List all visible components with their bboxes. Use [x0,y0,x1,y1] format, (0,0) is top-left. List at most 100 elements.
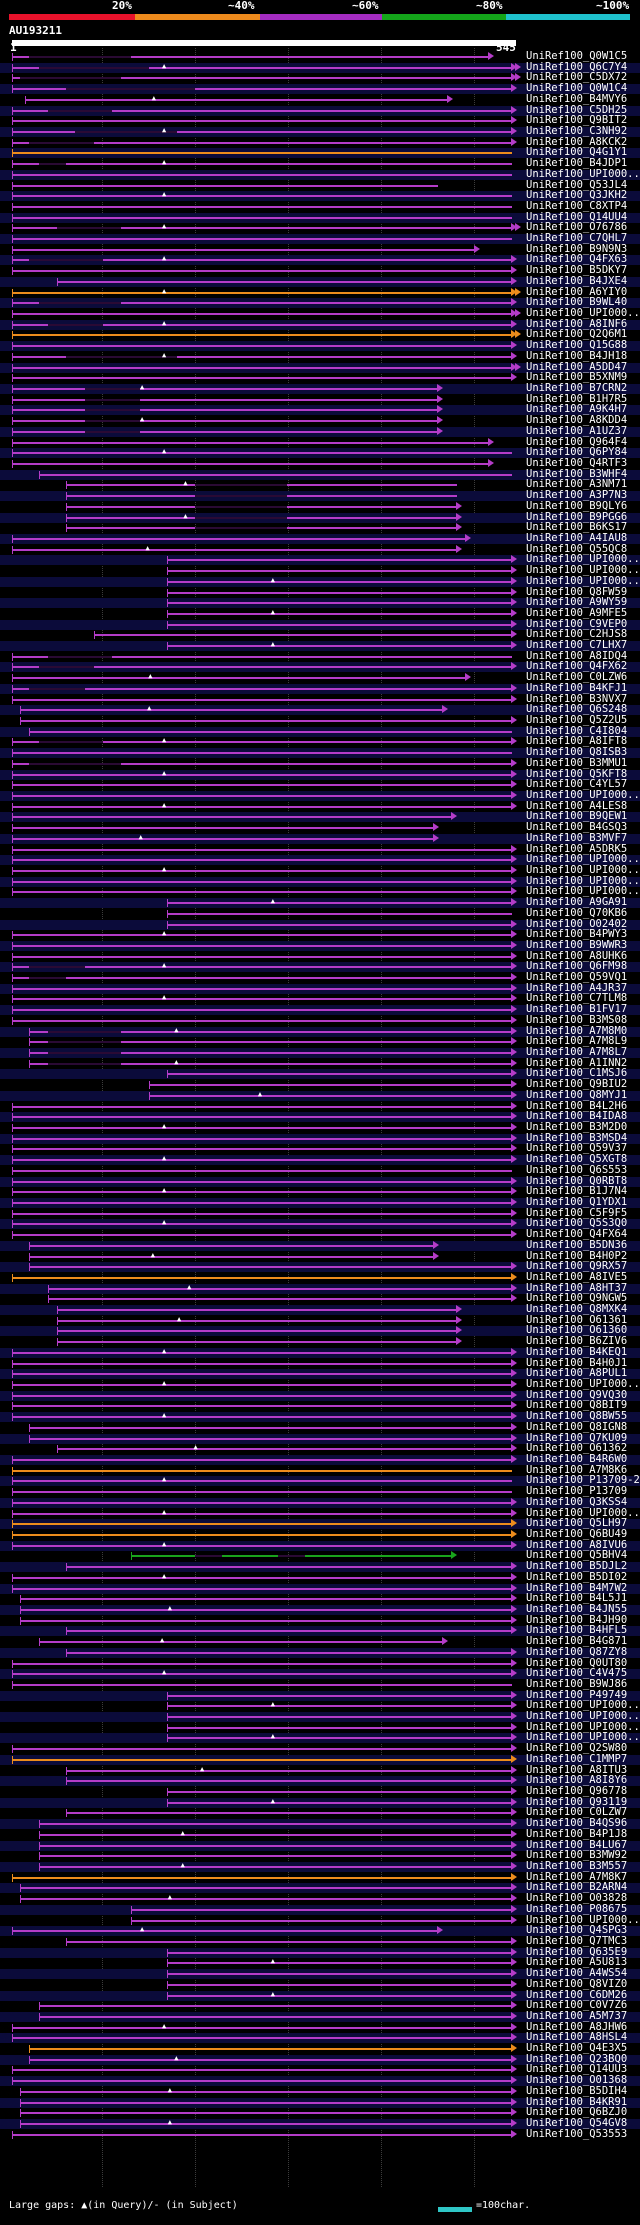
hit-label[interactable]: UniRef100_C8XTP4 [526,200,628,212]
hit-bar[interactable] [12,1191,512,1193]
hit-bar[interactable] [12,1416,512,1418]
hit-label[interactable]: UniRef100_A8IFT8 [526,735,628,747]
hit-label[interactable]: UniRef100_Q635E9 [526,1946,628,1958]
hit-label[interactable]: UniRef100_Q2SW80 [526,1742,628,1754]
hit-label[interactable]: UniRef100_Q8ISB3 [526,746,628,758]
hit-bar[interactable] [29,1063,512,1065]
hit-label[interactable]: UniRef100_B9N9N3 [526,243,628,255]
hit-bar[interactable] [167,645,512,647]
hit-bar[interactable] [29,1427,512,1429]
hit-label[interactable]: UniRef100_Q4SPG3 [526,1924,628,1936]
hit-label[interactable]: UniRef100_B3M557 [526,1860,628,1872]
hit-bar[interactable] [167,1984,512,1986]
hit-bar[interactable] [12,356,512,358]
hit-bar[interactable] [57,1330,457,1332]
hit-label[interactable]: UniRef100_B4MVY6 [526,93,628,105]
hit-bar[interactable] [12,870,512,872]
hit-bar[interactable] [167,613,512,615]
hit-label[interactable]: UniRef100_A9MFE5 [526,607,628,619]
hit-label[interactable]: UniRef100_UPI000... [526,1731,640,1743]
hit-label[interactable]: UniRef100_UPI000... [526,885,640,897]
hit-bar[interactable] [29,2059,512,2061]
hit-label[interactable]: UniRef100_Q4FX64 [526,1228,628,1240]
hit-label[interactable]: UniRef100_Q23BQ0 [526,2053,628,2065]
hit-bar[interactable] [57,1309,457,1311]
hit-bar[interactable] [12,1663,512,1665]
hit-label[interactable]: UniRef100_Q5XGT8 [526,1153,628,1165]
hit-label[interactable]: UniRef100_Q0UT80 [526,1657,628,1669]
hit-label[interactable]: UniRef100_B9PGG6 [526,511,628,523]
hit-label[interactable]: UniRef100_UPI000... [526,1710,640,1722]
hit-bar[interactable] [148,1095,512,1097]
hit-label[interactable]: UniRef100_Q8VIZ0 [526,1978,628,1990]
hit-bar[interactable] [12,442,490,444]
hit-bar[interactable] [167,559,512,561]
hit-label[interactable]: UniRef100_B4GSQ3 [526,821,628,833]
hit-label[interactable]: UniRef100_C9VEP0 [526,618,628,630]
hit-bar[interactable] [38,1823,512,1825]
hit-bar[interactable] [12,259,512,261]
hit-label[interactable]: UniRef100_UPI000... [526,168,640,180]
hit-bar[interactable] [12,688,512,690]
hit-label[interactable]: UniRef100_O02402 [526,918,628,930]
hit-bar[interactable] [130,1920,512,1922]
hit-bar[interactable] [12,752,512,754]
hit-bar[interactable] [167,1695,512,1697]
hit-bar[interactable] [57,1341,457,1343]
hit-label[interactable]: UniRef100_B5DI02 [526,1571,628,1583]
hit-bar[interactable] [148,1084,512,1086]
hit-bar[interactable] [12,302,512,304]
hit-bar[interactable] [20,709,444,711]
hit-label[interactable]: UniRef100_Q6FM98 [526,960,628,972]
hit-bar[interactable] [12,741,512,743]
hit-label[interactable]: UniRef100_Q8BIT9 [526,1399,628,1411]
hit-bar[interactable] [12,2027,512,2029]
hit-label[interactable]: UniRef100_A8HT37 [526,1282,628,1294]
hit-bar[interactable] [12,249,476,251]
hit-bar[interactable] [12,666,512,668]
hit-label[interactable]: UniRef100_Q2Q6M1 [526,328,628,340]
hit-bar[interactable] [20,1609,512,1611]
hit-label[interactable]: UniRef100_P08675 [526,1903,628,1915]
hit-bar[interactable] [12,956,512,958]
hit-bar[interactable] [167,602,512,604]
hit-label[interactable]: UniRef100_UPI000... [526,789,640,801]
hit-bar[interactable] [12,1480,512,1482]
hit-bar[interactable] [29,1031,512,1033]
hit-bar[interactable] [12,827,434,829]
hit-bar[interactable] [12,120,512,122]
hit-bar[interactable] [167,1952,512,1954]
hit-label[interactable]: UniRef100_C1MMP7 [526,1753,628,1765]
hit-label[interactable]: UniRef100_Q9NGW5 [526,1292,628,1304]
hit-bar[interactable] [12,1170,512,1172]
hit-bar[interactable] [12,399,439,401]
hit-bar[interactable] [12,227,512,229]
hit-label[interactable]: UniRef100_Q6S248 [526,703,628,715]
hit-bar[interactable] [12,1534,512,1536]
hit-label[interactable]: UniRef100_B3MW92 [526,1849,628,1861]
hit-label[interactable]: UniRef100_B4JDP1 [526,157,628,169]
hit-bar[interactable] [12,763,512,765]
hit-label[interactable]: UniRef100_A7M8M0 [526,1025,628,1037]
hit-label[interactable]: UniRef100_B4LU67 [526,1839,628,1851]
hit-bar[interactable] [130,1909,512,1911]
hit-label[interactable]: UniRef100_Q7KU09 [526,1432,628,1444]
hit-label[interactable]: UniRef100_B4JN55 [526,1603,628,1615]
hit-bar[interactable] [12,1202,512,1204]
hit-bar[interactable] [38,1834,512,1836]
hit-bar[interactable] [12,1588,512,1590]
hit-label[interactable]: UniRef100_C7LHX7 [526,639,628,651]
hit-bar[interactable] [12,185,439,187]
hit-label[interactable]: UniRef100_B9QLY6 [526,500,628,512]
hit-label[interactable]: UniRef100_A5DRK5 [526,843,628,855]
hit-label[interactable]: UniRef100_C0LZW6 [526,671,628,683]
hit-bar[interactable] [167,1973,512,1975]
hit-bar[interactable] [12,1373,512,1375]
hit-label[interactable]: UniRef100_B4IDA8 [526,1110,628,1122]
hit-bar[interactable] [12,1545,512,1547]
hit-bar[interactable] [12,859,512,861]
hit-bar[interactable] [12,784,512,786]
hit-bar[interactable] [12,313,512,315]
hit-bar[interactable] [66,1566,512,1568]
hit-label[interactable]: UniRef100_B5DIH4 [526,2085,628,2097]
